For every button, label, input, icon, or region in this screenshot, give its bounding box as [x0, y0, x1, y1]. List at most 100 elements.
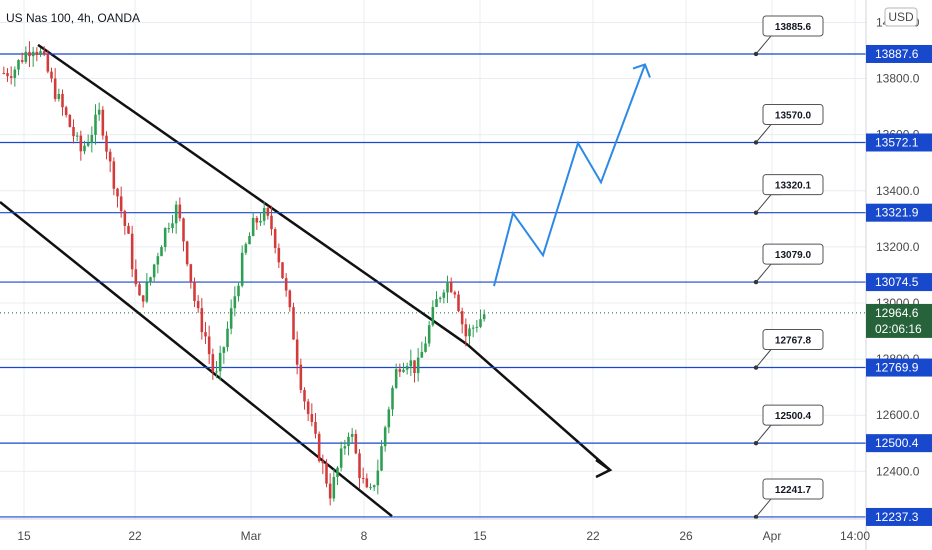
candle-body [317, 433, 321, 462]
candle-body [435, 299, 438, 307]
callout-label: 12500.4 [775, 411, 812, 422]
candle-body [211, 354, 215, 372]
candle-body [303, 389, 306, 402]
price-tick-label: 13400.0 [876, 184, 920, 198]
candle-body [138, 284, 141, 296]
candle-body [17, 60, 20, 70]
candle-body [475, 326, 479, 328]
symbol-title[interactable]: US Nas 100, 4h, OANDA [6, 11, 140, 25]
candle-body [101, 109, 105, 136]
candle-body [431, 306, 435, 326]
candle-body [292, 307, 295, 340]
level-price-tag [866, 434, 932, 453]
time-axis[interactable]: 15 22 Mar 8 15 22 26 Apr 14:00 [17, 529, 870, 543]
candle-body [127, 225, 130, 234]
candle-body [141, 295, 145, 302]
candle-body [442, 292, 446, 298]
callout-pointer [755, 263, 781, 283]
candle-body [46, 53, 50, 72]
callout-label: 13570.0 [775, 110, 812, 121]
candle-body [134, 269, 138, 285]
candle-body [149, 277, 152, 283]
candle-body [273, 229, 277, 248]
candle-body [160, 247, 163, 257]
candle-body [240, 252, 244, 286]
candle-body [226, 328, 229, 348]
candle-body [152, 264, 156, 278]
candle-body [75, 135, 79, 137]
callout-label: 12241.7 [775, 485, 812, 496]
price-axis[interactable]: 12400.012600.012800.013000.013200.013400… [876, 15, 920, 478]
candle-body [427, 325, 431, 344]
candle-body [321, 461, 325, 464]
candle-body [189, 264, 193, 282]
candle-body [163, 228, 167, 248]
candle-body [376, 470, 380, 486]
price-tick-label: 13800.0 [876, 72, 920, 86]
candle-body [116, 188, 119, 197]
candle-body [354, 433, 358, 454]
candle-body [112, 161, 116, 189]
candle-body [207, 336, 211, 355]
candle-body [424, 343, 427, 352]
candle-body [299, 364, 303, 390]
candle-body [28, 51, 31, 57]
candle-body [42, 51, 46, 54]
candle-body [130, 233, 134, 270]
candle-body [2, 72, 6, 74]
candle-body [464, 324, 468, 337]
level-price-tag [866, 44, 932, 63]
candle-body [295, 339, 299, 365]
candle-body [178, 204, 182, 219]
candle-body [449, 281, 453, 293]
candle-body [380, 446, 383, 471]
callout-box [762, 478, 824, 500]
callout-pointer [755, 424, 781, 444]
time-tick-label: 15 [17, 529, 31, 543]
candle-body [262, 208, 266, 221]
candle-body [479, 319, 482, 327]
candle-body [453, 292, 457, 295]
candle-body [284, 278, 288, 291]
candle-body [123, 211, 127, 226]
callout-box [762, 103, 824, 125]
candle-body [200, 308, 204, 333]
candle-body [288, 290, 292, 308]
candle-body [167, 228, 171, 230]
candle-body [314, 421, 317, 434]
price-tick-label: 12600.0 [876, 408, 920, 422]
callout-box [762, 174, 824, 196]
candle-body [365, 478, 369, 488]
time-tick-label: 22 [586, 529, 600, 543]
current-price-label: 12964.6 [875, 306, 919, 320]
candle-body [39, 51, 42, 56]
horizontal-levels [0, 53, 866, 518]
callout-label: 13320.1 [775, 181, 812, 192]
candle-body [237, 285, 240, 297]
candle-body [343, 446, 347, 449]
callout-pointer [755, 194, 781, 213]
candle-body [446, 281, 449, 293]
price-tick-label: 13200.0 [876, 240, 920, 254]
candle-body [358, 453, 361, 478]
candle-body [259, 220, 262, 223]
time-tick-label: 8 [361, 529, 368, 543]
candle-body [306, 401, 310, 414]
candle-body [248, 235, 251, 245]
chart-grid [0, 0, 866, 519]
channel-arrowhead [595, 458, 613, 479]
level-price-label: 13572.1 [875, 135, 919, 149]
candle-body [310, 413, 314, 422]
candle-body [86, 142, 90, 146]
level-price-tag [866, 273, 932, 292]
candle-body [347, 436, 350, 447]
candle-body [402, 369, 405, 372]
candle-body [105, 135, 108, 152]
candle-body [383, 427, 387, 447]
candle-body [61, 93, 64, 108]
level-price-label: 13074.5 [875, 275, 919, 289]
projection-line [493, 64, 646, 287]
currency-button[interactable]: USD [884, 7, 918, 27]
candle-body [53, 78, 57, 99]
